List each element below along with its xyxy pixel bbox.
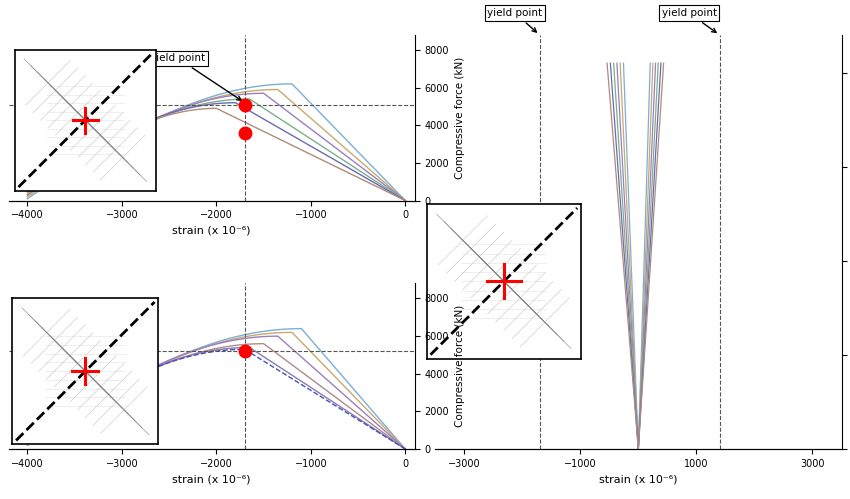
X-axis label: strain (x 10⁻⁶): strain (x 10⁻⁶)	[173, 475, 251, 485]
Text: yield point: yield point	[487, 8, 542, 32]
Text: yield point: yield point	[661, 8, 717, 32]
X-axis label: strain (x 10⁻⁶): strain (x 10⁻⁶)	[173, 226, 251, 236]
Y-axis label: Compressive force (kN): Compressive force (kN)	[455, 57, 465, 179]
Text: yield point: yield point	[150, 53, 241, 100]
Y-axis label: Compressive force (kN): Compressive force (kN)	[455, 305, 465, 427]
X-axis label: strain (x 10⁻⁶): strain (x 10⁻⁶)	[599, 475, 677, 485]
